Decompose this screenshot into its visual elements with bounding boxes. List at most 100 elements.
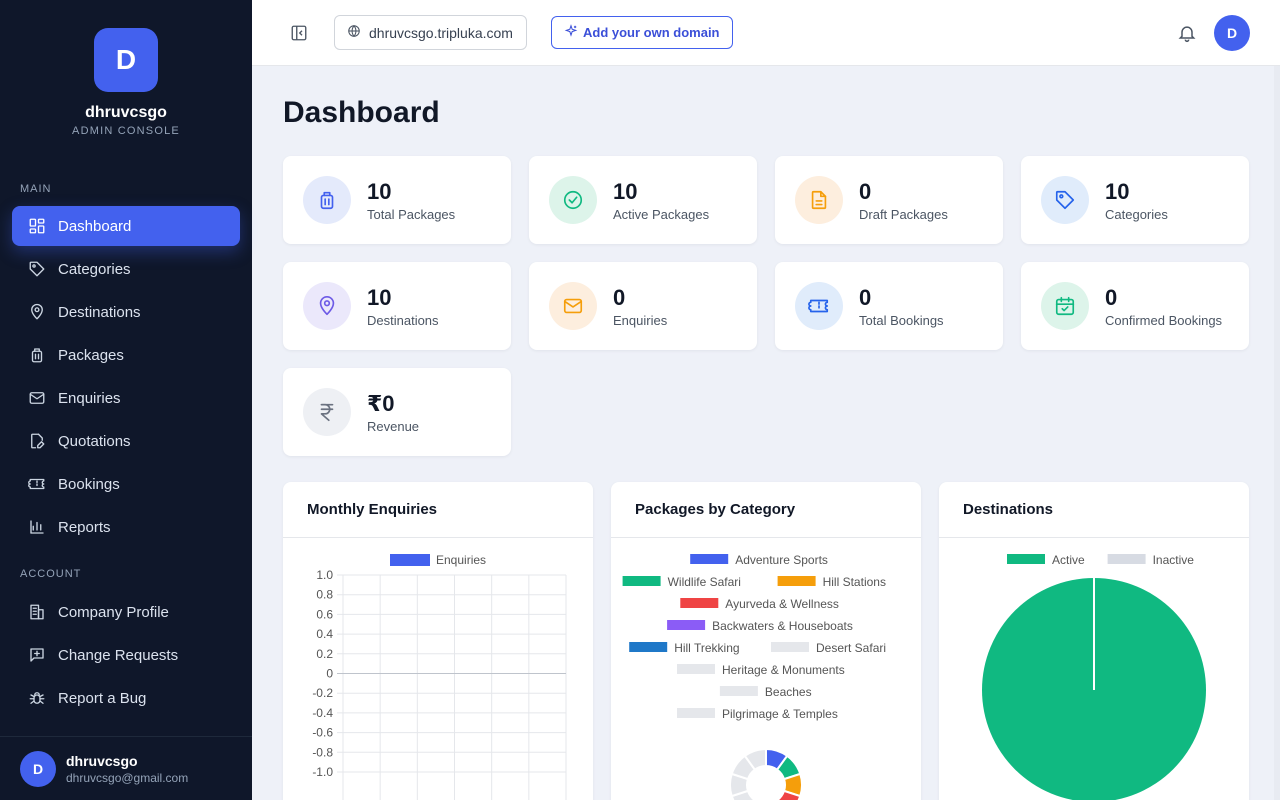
sidebar-item-packages[interactable]: Packages <box>12 335 240 375</box>
document-icon <box>795 176 843 224</box>
map-pin-icon <box>303 282 351 330</box>
luggage-icon <box>303 176 351 224</box>
sidebar-item-destinations[interactable]: Destinations <box>12 292 240 332</box>
mail-icon <box>28 389 46 407</box>
add-domain-button[interactable]: Add your own domain <box>551 16 733 49</box>
stat-card-destinations[interactable]: 10 Destinations <box>283 262 511 350</box>
stat-text: 0 Confirmed Bookings <box>1105 285 1222 328</box>
stat-label: Destinations <box>367 312 439 328</box>
legend-swatch-hill-stations <box>777 576 816 586</box>
legend-label-beaches: Beaches <box>765 685 812 699</box>
destinations-chart: Active Inactive <box>982 553 1206 800</box>
sidebar-item-company-profile[interactable]: Company Profile <box>12 592 240 632</box>
bell-icon[interactable] <box>1177 23 1197 43</box>
y-tick-label: -0.8 <box>312 745 333 759</box>
stat-card-draft-packages[interactable]: 0 Draft Packages <box>775 156 1003 244</box>
main-nav: Dashboard Categories Destinations Packages E… <box>12 206 240 550</box>
sidebar-item-label: Bookings <box>58 475 120 493</box>
topbar: dhruvcsgo.tripluka.com Add your own doma… <box>252 0 1280 66</box>
ticket-icon <box>795 282 843 330</box>
globe-icon <box>347 24 369 41</box>
brand-subtitle: ADMIN CONSOLE <box>72 125 180 137</box>
y-tick-label: -0.4 <box>312 706 333 720</box>
user-avatar[interactable]: D <box>1214 15 1250 51</box>
stat-label: Draft Packages <box>859 206 948 222</box>
sidebar-item-label: Quotations <box>58 432 131 450</box>
bug-icon <box>28 689 46 707</box>
sidebar-item-change-requests[interactable]: Change Requests <box>12 635 240 675</box>
legend-swatch-inactive <box>1107 554 1146 564</box>
legend-swatch-active <box>1007 554 1045 564</box>
sparkle-icon <box>564 24 583 41</box>
legend-label-enquiries: Enquiries <box>436 553 486 567</box>
stat-text: 10 Total Packages <box>367 179 455 222</box>
sidebar-item-dashboard[interactable]: Dashboard <box>12 206 240 246</box>
stat-value: 10 <box>367 178 392 204</box>
chart-legend: Active Inactive <box>1007 553 1194 567</box>
sidebar-item-label: Dashboard <box>58 217 132 235</box>
stat-card-confirmed-bookings[interactable]: 0 Confirmed Bookings <box>1021 262 1249 350</box>
stat-card-revenue[interactable]: ₹0 Revenue <box>283 368 511 456</box>
destinations-panel: Destinations Active Inactive <box>939 482 1249 800</box>
y-tick-label: 1.0 <box>316 568 333 582</box>
legend-swatch-beaches <box>719 686 758 696</box>
stat-label: Confirmed Bookings <box>1105 312 1223 328</box>
legend-label-ayurveda-and-wellness: Ayurveda & Wellness <box>725 597 839 611</box>
mail-icon <box>549 282 597 330</box>
stat-value: ₹0 <box>367 390 395 416</box>
sidebar-item-report-a-bug[interactable]: Report a Bug <box>12 678 240 718</box>
add-domain-label: Add your own domain <box>583 25 720 40</box>
page-scrollbar[interactable] <box>1274 66 1280 800</box>
chart-legend: Enquiries <box>390 553 486 567</box>
sidebar-toggle-icon[interactable] <box>290 24 308 42</box>
stat-card-active-packages[interactable]: 10 Active Packages <box>529 156 757 244</box>
building-icon <box>28 603 46 621</box>
stat-card-categories[interactable]: 10 Categories <box>1021 156 1249 244</box>
stat-text: 10 Active Packages <box>613 179 709 222</box>
stat-text: 0 Total Bookings <box>859 285 944 328</box>
domain-pill[interactable]: dhruvcsgo.tripluka.com <box>334 15 527 50</box>
luggage-icon <box>28 346 46 364</box>
section-label-main: MAIN <box>20 183 52 195</box>
sidebar-item-enquiries[interactable]: Enquiries <box>12 378 240 418</box>
y-axis-ticks: 1.0 0.8 0.6 0.4 0.2 0 -0.2 -0.4 -0.6 -0.8 -1.0 <box>312 568 333 779</box>
destinations-title: Destinations <box>939 482 1249 538</box>
grid-icon <box>28 217 46 235</box>
sidebar-item-quotations[interactable]: Quotations <box>12 421 240 461</box>
stat-label: Active Packages <box>613 206 710 222</box>
stat-value: 0 <box>613 284 626 310</box>
stat-card-total-bookings[interactable]: 0 Total Bookings <box>775 262 1003 350</box>
stat-text: ₹0 Revenue <box>367 391 419 434</box>
y-tick-label: -0.6 <box>312 726 333 740</box>
ticket-icon <box>28 475 46 493</box>
sidebar-item-reports[interactable]: Reports <box>12 507 240 547</box>
stat-label: Total Packages <box>367 206 456 222</box>
stat-card-total-packages[interactable]: 10 Total Packages <box>283 156 511 244</box>
legend-label-inactive: Inactive <box>1153 553 1195 567</box>
rupee-icon <box>303 388 351 436</box>
tag-icon <box>28 260 46 278</box>
stat-card-enquiries[interactable]: 0 Enquiries <box>529 262 757 350</box>
pie <box>982 578 1206 800</box>
y-tick-label: 0.2 <box>316 647 333 661</box>
sidebar-user[interactable]: D dhruvcsgo dhruvcsgo@gmail.com <box>0 736 252 800</box>
page-title: Dashboard <box>283 96 440 129</box>
legend-label-hill-trekking: Hill Trekking <box>674 641 739 655</box>
legend-label-hill-stations: Hill Stations <box>823 575 886 589</box>
packages-by-category-title: Packages by Category <box>611 482 921 538</box>
monthly-enquiries-title: Monthly Enquiries <box>283 482 593 538</box>
sidebar-user-name: dhruvcsgo <box>66 752 138 769</box>
y-tick-label: -0.2 <box>312 686 333 700</box>
sidebar: D dhruvcsgo ADMIN CONSOLE MAIN Dashboard… <box>0 0 252 800</box>
message-plus-icon <box>28 646 46 664</box>
legend-swatch-desert-safari <box>771 642 809 652</box>
calendar-check-icon <box>1041 282 1089 330</box>
brand: D dhruvcsgo ADMIN CONSOLE <box>0 0 252 137</box>
bar-chart-icon <box>28 518 46 536</box>
sidebar-item-categories[interactable]: Categories <box>12 249 240 289</box>
map-pin-icon <box>28 303 46 321</box>
sidebar-item-label: Report a Bug <box>58 689 147 707</box>
y-tick-label: -1.0 <box>312 765 333 779</box>
slice-ayurveda-and-wellness <box>775 789 802 800</box>
sidebar-item-bookings[interactable]: Bookings <box>12 464 240 504</box>
